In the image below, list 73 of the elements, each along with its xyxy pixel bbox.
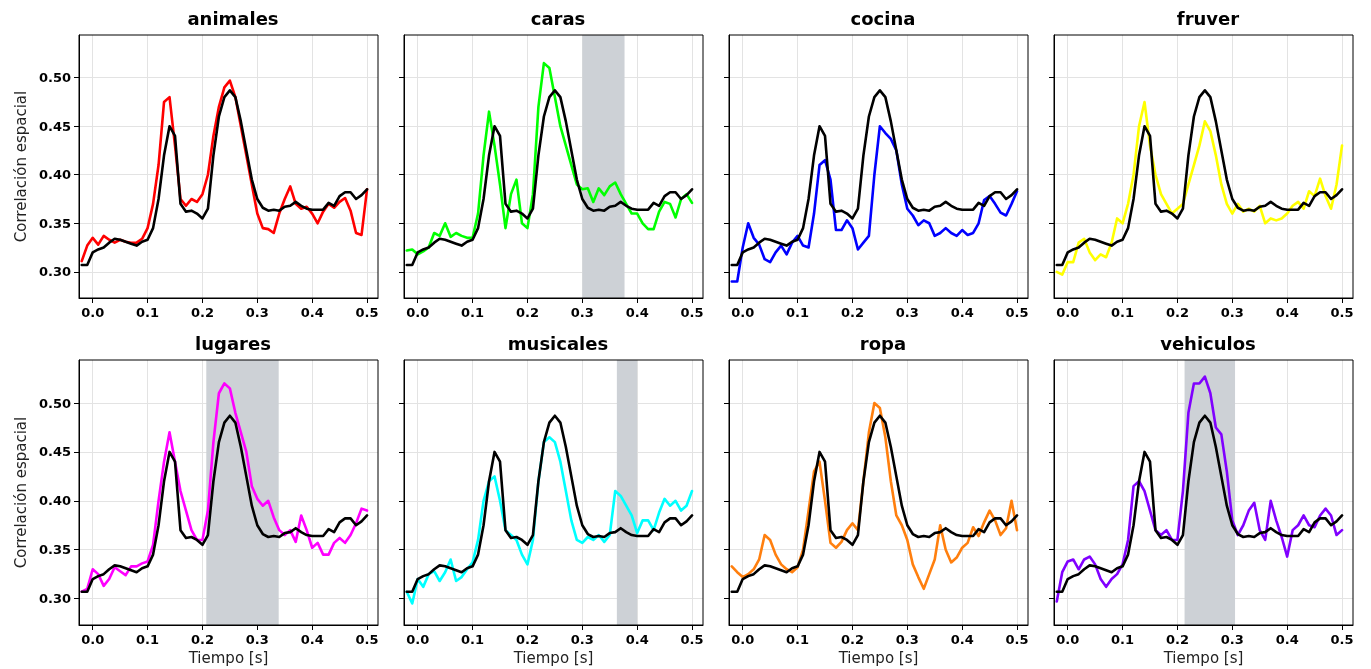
y-tick-label: 0.40 [38,493,71,509]
x-tick-label: 0.5 [1005,632,1029,647]
x-tick-label: 0.2 [840,305,864,320]
x-tick-label: 0.5 [680,632,704,647]
x-tick-label: 0.2 [190,632,214,647]
x-tick-label: 0.4 [950,305,974,320]
x-tick-label: 0.3 [895,632,919,647]
x-tick-label: 0.0 [1056,632,1080,647]
chart-title: caras [530,7,586,29]
x-tick-label: 0.5 [680,305,704,320]
chart-title: vehiculos [1160,332,1256,354]
x-tick-label: 0.4 [300,305,324,320]
x-tick-label: 0.3 [895,305,919,320]
y-tick-label: 0.45 [38,444,71,460]
x-tick-label: 0.3 [1220,632,1244,647]
x-axis-title: Tiempo [s] [837,649,919,668]
chart-title: ropa [859,332,907,354]
y-tick-label: 0.50 [38,395,71,411]
chart-title: lugares [195,332,271,354]
x-tick-label: 0.0 [406,305,430,320]
x-tick-label: 0.2 [1165,632,1189,647]
x-tick-label: 0.5 [355,632,379,647]
x-tick-label: 0.2 [1165,305,1189,320]
chart-title: animales [187,7,279,29]
x-axis-title: Tiempo [s] [512,649,594,668]
y-axis-title: Correlación espacial [11,90,30,243]
x-tick-label: 0.4 [300,632,324,647]
x-tick-label: 0.3 [570,632,594,647]
y-tick-label: 0.30 [38,591,71,607]
x-tick-label: 0.2 [515,305,539,320]
y-tick-label: 0.35 [38,542,71,558]
x-tick-label: 0.3 [1220,305,1244,320]
line-series [80,382,369,594]
chart-title: cocina [850,7,916,29]
x-tick-label: 0.5 [1330,305,1354,320]
x-tick-label: 0.0 [731,632,755,647]
x-tick-label: 0.1 [136,305,160,320]
y-axis-title: Correlación espacial [11,416,30,569]
y-tick-label: 0.40 [38,167,71,183]
x-tick-label: 0.0 [81,305,105,320]
x-tick-label: 0.3 [245,305,269,320]
x-tick-label: 0.1 [1111,305,1135,320]
x-tick-label: 0.1 [786,632,810,647]
x-tick-label: 0.4 [625,632,649,647]
x-tick-label: 0.1 [461,632,485,647]
x-tick-label: 0.1 [136,632,160,647]
y-tick-label: 0.45 [38,118,71,134]
x-tick-label: 0.0 [731,305,755,320]
chart-title: musicales [507,332,609,354]
x-tick-label: 0.4 [1275,632,1299,647]
x-axis-title: Tiempo [s] [1162,649,1244,668]
y-tick-label: 0.50 [38,70,71,86]
x-axis-title: Tiempo [s] [187,649,269,668]
x-tick-label: 0.0 [406,632,430,647]
x-tick-label: 0.0 [1056,305,1080,320]
x-tick-label: 0.1 [786,305,810,320]
x-tick-label: 0.3 [570,305,594,320]
x-tick-label: 0.1 [1111,632,1135,647]
x-tick-label: 0.0 [81,632,105,647]
x-tick-label: 0.1 [461,305,485,320]
x-tick-label: 0.5 [355,305,379,320]
x-tick-label: 0.3 [245,632,269,647]
x-tick-label: 0.4 [625,305,649,320]
chart-title: fruver [1176,7,1240,29]
y-tick-label: 0.30 [38,264,71,280]
y-tick-label: 0.35 [38,215,71,231]
x-tick-label: 0.5 [1005,305,1029,320]
x-tick-label: 0.2 [840,632,864,647]
x-tick-label: 0.2 [515,632,539,647]
x-tick-label: 0.4 [950,632,974,647]
x-tick-label: 0.5 [1330,632,1354,647]
x-tick-label: 0.2 [190,305,214,320]
x-tick-label: 0.4 [1275,305,1299,320]
